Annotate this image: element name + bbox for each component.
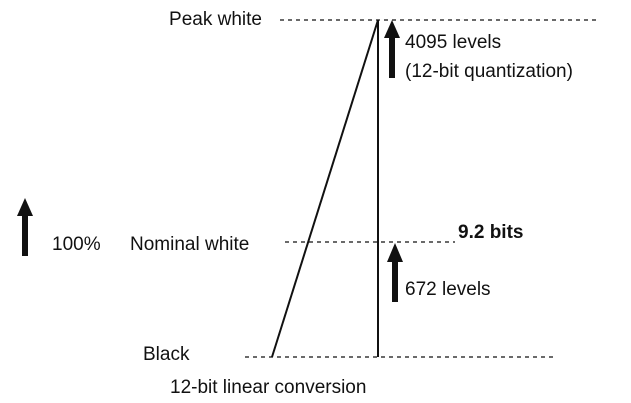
caption: 12-bit linear conversion	[170, 377, 366, 398]
lower-arrow	[387, 243, 403, 302]
quantization: (12-bit quantization)	[405, 61, 573, 82]
bits-label: 9.2 bits	[458, 222, 523, 243]
upper-levels: 4095 levels	[405, 32, 501, 53]
left-arrow	[17, 198, 33, 256]
percent-label: 100%	[52, 234, 101, 255]
black-label: Black	[143, 344, 190, 365]
nominal-white-label: Nominal white	[130, 234, 249, 255]
lower-levels: 672 levels	[405, 279, 491, 300]
peak-white-label: Peak white	[169, 9, 262, 30]
transfer-line	[271, 19, 379, 358]
upper-arrow	[384, 20, 400, 78]
